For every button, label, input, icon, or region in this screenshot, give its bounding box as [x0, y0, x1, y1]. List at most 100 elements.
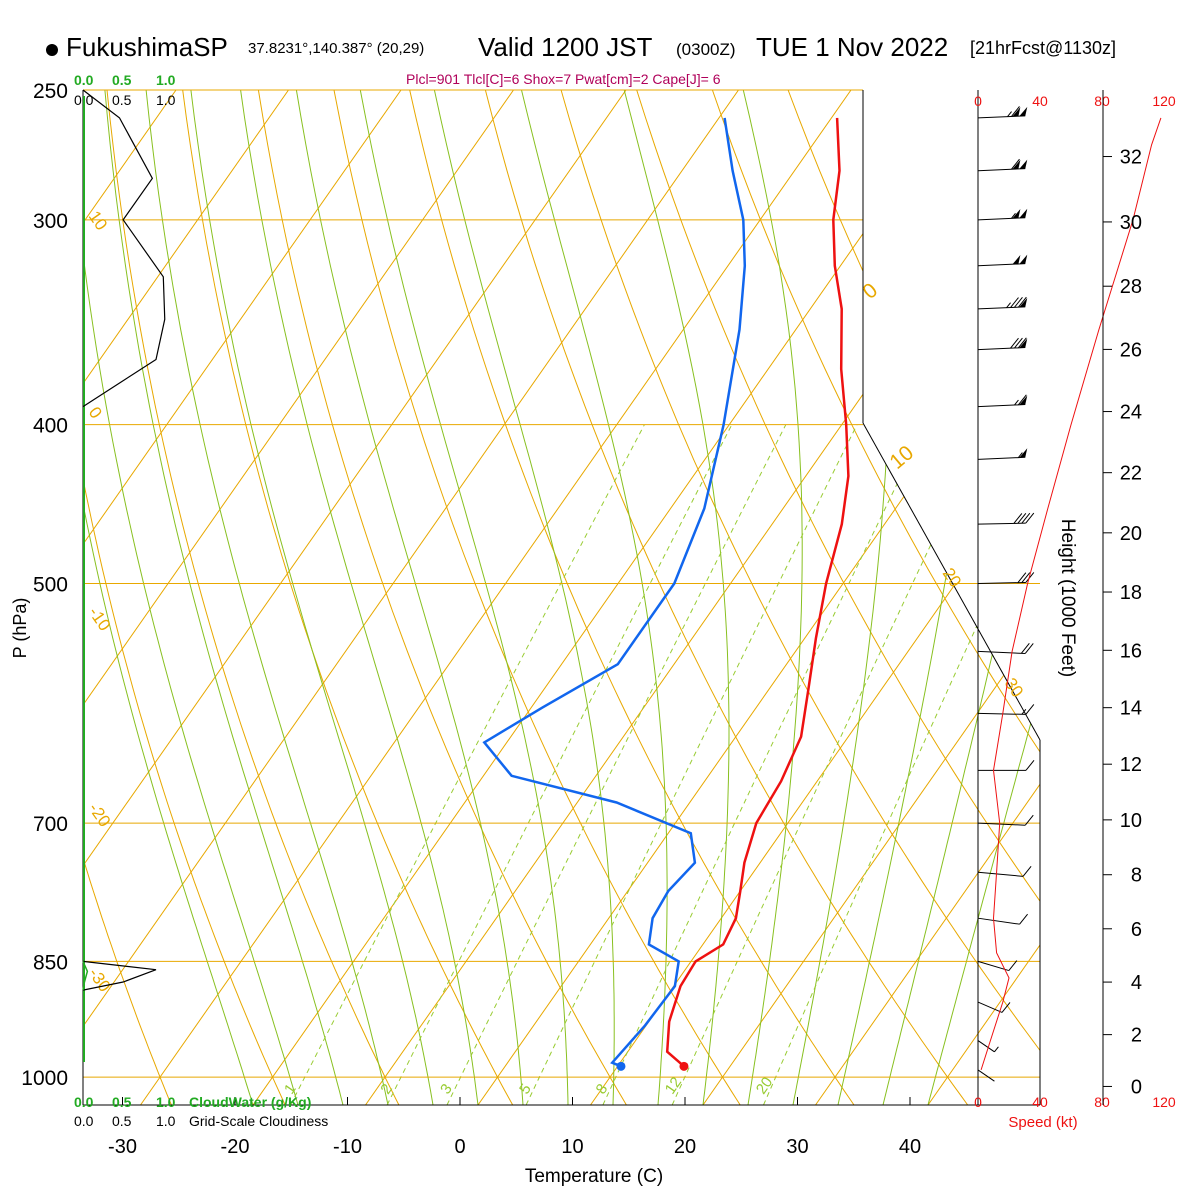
wind-barb-feather — [1022, 866, 1032, 877]
wind-barb-feather — [1001, 1002, 1011, 1013]
height-tick-label: 0 — [1131, 1076, 1142, 1098]
dry-adiabat-line — [711, 90, 1040, 1105]
valid-date: TUE 1 Nov 2022 — [756, 32, 949, 62]
isobar-lines — [83, 89, 1040, 1078]
wind-barb-feather — [1025, 572, 1035, 583]
dry-adiabat-line — [1167, 90, 1200, 1105]
wind-barb — [977, 208, 1028, 221]
temperature-tick-label: 40 — [899, 1136, 921, 1158]
cloudwater-profile — [82, 961, 89, 991]
moist-adiabat-line — [882, 90, 1040, 1105]
wind-barb-feather — [1024, 643, 1034, 654]
speed-tick-top: 0 — [974, 93, 982, 109]
mixing-ratio-label: 12 — [662, 1074, 685, 1097]
wind-barb-flag — [1019, 338, 1028, 348]
wind-barb-feather — [1010, 297, 1019, 308]
isotherm-line — [140, 90, 852, 1105]
height-tick-label: 18 — [1120, 582, 1142, 604]
height-tick-label: 14 — [1120, 698, 1142, 720]
dewpoint-line — [482, 117, 747, 1068]
mixing-ratio-lines — [290, 424, 1040, 1105]
mixing-ratio-line — [446, 424, 787, 1105]
temperature-tick-label: -30 — [108, 1136, 137, 1158]
wind-barb-feather — [1017, 512, 1027, 524]
wind-barb-feather — [1019, 913, 1028, 925]
cloudiness-tick-bottom: 0.5 — [112, 1113, 132, 1129]
isotherm-line — [83, 90, 289, 1105]
wind-barb — [977, 337, 1028, 351]
wind-barb — [977, 158, 1028, 172]
isotherm-line — [83, 90, 514, 1105]
wind-barb — [977, 1001, 1011, 1013]
temperature-tick-label: 20 — [674, 1136, 696, 1158]
moist-adiabat-line — [83, 90, 254, 1105]
isotherm-line — [477, 90, 1040, 1105]
wind-barb — [977, 642, 1034, 654]
stability-indices: Plcl=901 Tlcl[C]=6 Shox=7 Pwat[cm]=2 Cap… — [406, 71, 721, 87]
station-coordinates: 37.8231°,140.387° (20,29) — [248, 40, 425, 57]
wind-barb-half-feather — [1021, 709, 1027, 715]
wind-barb-shaft — [977, 650, 1026, 654]
isotherm-line — [83, 90, 402, 1105]
moist-adiabat-line — [792, 90, 891, 1105]
valid-time: Valid 1200 JST — [478, 32, 653, 62]
wind-barb-shaft — [977, 960, 1009, 972]
wind-speed-line — [980, 117, 1162, 1071]
wind-barb — [977, 1069, 995, 1082]
speed-tick-top: 120 — [1152, 93, 1176, 109]
dry-adiabat-line — [333, 90, 741, 1105]
height-tick-label: 10 — [1120, 810, 1142, 832]
isotherm-label: -10 — [85, 603, 115, 634]
wind-barb-flag — [1019, 448, 1028, 458]
dry-adiabat-line — [636, 90, 1040, 1105]
wind-barb-flag — [1019, 254, 1028, 264]
wind-barb-flag — [1012, 159, 1021, 170]
moist-adiabat-line — [240, 90, 479, 1105]
sounding-series — [82, 89, 850, 1071]
wind-barb — [977, 866, 1032, 877]
dry-adiabat-line — [409, 90, 855, 1105]
plot-frame — [82, 89, 1041, 1106]
pressure-tick-label: 400 — [33, 415, 68, 438]
dry-adiabat-line — [560, 90, 1040, 1105]
wind-barb-flag — [1019, 297, 1028, 308]
speed-tick-top: 40 — [1032, 93, 1048, 109]
dry-adiabat-line — [182, 90, 514, 1105]
cloudwater-tick-bottom: 0.0 — [74, 1094, 94, 1110]
wind-barb — [978, 760, 1035, 771]
diagonal-edge — [862, 422, 1041, 741]
wind-barbs — [977, 90, 1035, 1105]
wind-barb-feather — [1008, 960, 1018, 971]
cloudiness-tick-bottom: 1.0 — [156, 1113, 176, 1129]
isotherm-line — [815, 90, 1040, 1105]
wind-barb-half-feather — [1006, 302, 1011, 308]
isotherm-label: -30 — [85, 964, 115, 995]
isotherm-label: -20 — [85, 799, 115, 830]
dry-adiabat-line — [863, 90, 1040, 1105]
isotherm-line — [83, 90, 739, 1105]
wind-barb-flag — [1019, 159, 1028, 169]
height-tick-label: 30 — [1120, 212, 1142, 234]
dry-adiabat-line — [83, 90, 172, 1105]
cloudwater-tick-bottom: 0.5 — [112, 1094, 132, 1110]
isotherm-label: 0 — [858, 279, 882, 304]
wind-barb-feather — [1024, 814, 1034, 826]
wind-barb-feather — [1014, 297, 1023, 308]
moist-adiabat-line — [190, 90, 434, 1105]
moist-adiabat-line — [104, 90, 344, 1105]
wind-barb-shaft — [977, 306, 1026, 310]
dry-adiabat-line — [106, 90, 400, 1105]
dry-adiabat-line — [484, 90, 969, 1105]
temperature-tick-label: 10 — [561, 1136, 583, 1158]
wind-barb — [977, 704, 1035, 715]
wind-barb-feather — [1011, 106, 1020, 117]
wind-barb-flag — [1019, 208, 1028, 218]
surface-temperature-marker — [679, 1061, 689, 1071]
wind-barb — [977, 960, 1018, 972]
moist-adiabat-line — [837, 90, 997, 1105]
cloudiness-profile-upper — [82, 89, 166, 408]
cloudiness-tick-top: 0.5 — [112, 92, 132, 108]
wind-barb-flag — [1019, 106, 1028, 117]
mixing-ratio-label: 5 — [516, 1081, 535, 1098]
moist-adiabat-line — [521, 90, 668, 1105]
